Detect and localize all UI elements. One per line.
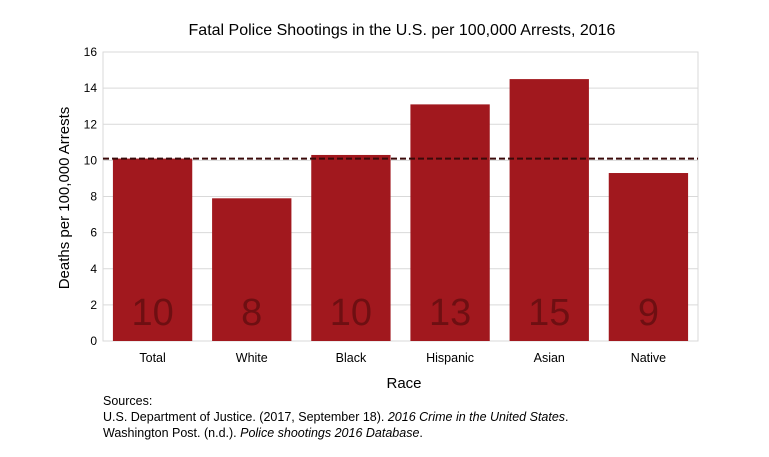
sources-note: Sources: U.S. Department of Justice. (20… <box>103 393 569 441</box>
sources-heading: Sources: <box>103 394 153 408</box>
source-line-2: Washington Post. (n.d.). Police shooting… <box>103 426 423 440</box>
bar-value-label: 10 <box>330 292 372 334</box>
source-2-title: Police shootings 2016 Database <box>240 426 420 440</box>
y-tick-label: 16 <box>84 45 98 59</box>
x-tick-label: Asian <box>534 351 565 365</box>
bar <box>112 158 193 341</box>
y-tick-label: 8 <box>90 190 97 204</box>
y-tick-label: 6 <box>90 226 97 240</box>
x-axis-label: Race <box>386 375 421 392</box>
bar <box>212 198 292 341</box>
y-axis-label: Deaths per 100,000 Arrests <box>56 107 73 290</box>
bar-value-label: 13 <box>429 292 471 334</box>
bar-value-label: 10 <box>131 292 173 334</box>
y-tick-label: 14 <box>84 81 98 95</box>
y-tick-label: 2 <box>90 298 97 312</box>
bar <box>509 79 589 341</box>
source-1-title: 2016 Crime in the United States <box>387 410 566 424</box>
x-tick-label: Black <box>336 351 367 365</box>
bar <box>608 173 689 341</box>
x-tick-label: Native <box>631 351 666 365</box>
y-tick-label: 10 <box>84 153 98 167</box>
bar <box>311 154 391 341</box>
x-tick-label: White <box>236 351 268 365</box>
bar <box>410 104 490 341</box>
y-tick-label: 0 <box>90 334 97 348</box>
chart-title: Fatal Police Shootings in the U.S. per 1… <box>189 22 616 39</box>
y-tick-label: 12 <box>84 117 98 131</box>
source-line-1: U.S. Department of Justice. (2017, Septe… <box>103 410 569 424</box>
bar-value-label: 8 <box>241 292 262 334</box>
x-tick-label: Hispanic <box>426 351 474 365</box>
y-tick-label: 4 <box>90 262 97 276</box>
plot-area: 0 2 4 6 8 10 12 14 16 10 Total 8 White 10 Black 13 Hispa… <box>84 45 699 365</box>
x-tick-label: Total <box>139 351 165 365</box>
bar-value-label: 15 <box>528 292 570 334</box>
bar-value-label: 9 <box>638 292 659 334</box>
